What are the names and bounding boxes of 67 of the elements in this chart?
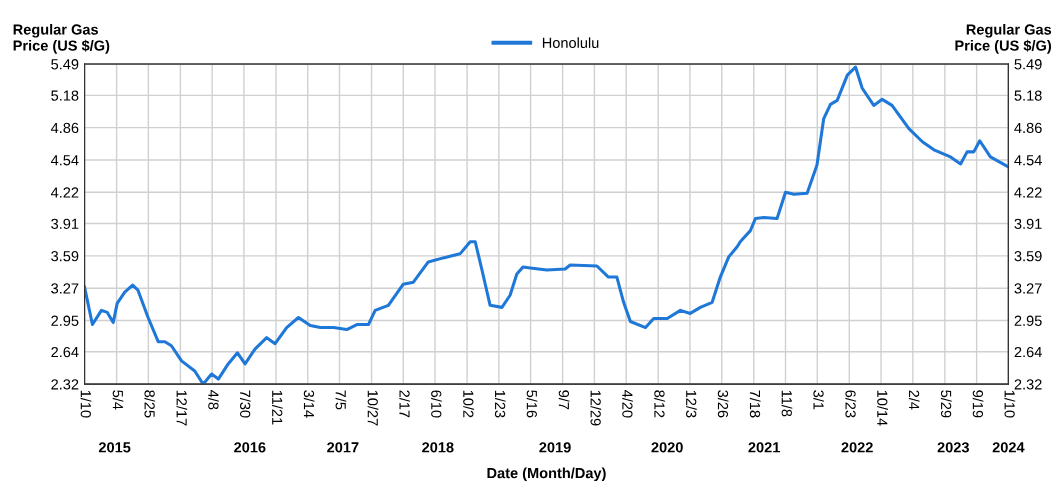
x2-tick-label: 2019 (539, 442, 571, 453)
y2-tick-label: 2.64 (1014, 346, 1042, 358)
x2-tick-label: 2021 (748, 442, 780, 453)
y-tick-label: 4.22 (50, 187, 79, 198)
y2-tick-label: 5.18 (1014, 90, 1042, 101)
y2-tick-label: 4.54 (1014, 155, 1042, 166)
x-tick-label: 12/29 (590, 390, 602, 426)
y2-tick-label: 5.49 (1014, 59, 1042, 70)
y2-tick-label: 2.32 (1014, 379, 1042, 390)
y2-tick-label: 3.91 (1014, 218, 1042, 229)
x-tick-label: 2/17 (399, 390, 411, 418)
x2-tick-label: 2022 (841, 442, 873, 453)
y-tick-label: 5.49 (51, 59, 79, 70)
x-tick-label: 1/10 (1004, 390, 1016, 418)
x-tick-label: 1/10 (80, 390, 92, 418)
y-axis-title: Regular Gas Price (US $/G) (13, 23, 110, 54)
x-tick-label: 3/1 (813, 390, 825, 410)
y2-tick-label: 4.86 (1014, 122, 1042, 134)
x-tick-label: 2/4 (908, 390, 920, 410)
line-series (84, 65, 1009, 385)
x-tick-label: 4/20 (622, 390, 633, 418)
x-tick-label: 5/16 (526, 390, 538, 418)
y2-tick-label: 2.95 (1014, 315, 1042, 326)
x-axis-title: Date (Month/Day) (487, 467, 606, 482)
x-tick-label: 8/25 (144, 390, 156, 418)
x-tick-label: 9/19 (972, 390, 984, 418)
x-tick-label: 7/18 (749, 390, 761, 418)
x-tick-label: 12/17 (176, 390, 188, 426)
x-tick-label: 1/23 (494, 390, 506, 418)
x-tick-label: 10/14 (877, 390, 888, 426)
x2-tick-label: 2018 (422, 442, 454, 453)
x-tick-label: 9/7 (558, 390, 570, 410)
x-tick-label: 12/3 (686, 390, 697, 418)
x-tick-label: 8/12 (654, 390, 665, 418)
x-tick-label: 11/21 (272, 390, 283, 425)
x2-tick-label: 2020 (651, 442, 683, 453)
y-tick-label: 3.27 (51, 283, 79, 294)
x-tick-label: 3/26 (717, 390, 729, 418)
x2-tick-label: 2023 (937, 442, 969, 453)
x-tick-label: 6/10 (431, 390, 442, 418)
x-tick-label: 3/14 (303, 390, 315, 418)
x-tick-label: 7/30 (240, 390, 251, 418)
y-tick-label: 4.54 (50, 155, 79, 166)
y-tick-label: 3.59 (51, 250, 79, 262)
y2-tick-label: 3.27 (1014, 283, 1042, 294)
y2-tick-label: 3.59 (1014, 250, 1042, 262)
y-tick-label: 2.95 (51, 315, 79, 326)
y-tick-label: 5.18 (51, 90, 79, 101)
x-tick-label: 10/27 (367, 390, 379, 426)
x-tick-label: 5/4 (112, 390, 124, 410)
x2-tick-label: 2015 (98, 442, 131, 453)
x2-tick-label: 2017 (327, 442, 359, 453)
x-tick-label: 11/8 (781, 390, 793, 417)
x2-tick-label: 2024 (992, 442, 1025, 453)
x-tick-label: 5/29 (940, 390, 952, 418)
y-tick-label: 3.91 (51, 218, 79, 229)
y-tick-label: 2.32 (51, 379, 79, 390)
legend-label: Honolulu (542, 37, 599, 49)
y-tick-label: 4.86 (50, 122, 79, 134)
x-tick-label: 4/8 (208, 390, 219, 410)
y2-tick-label: 4.22 (1014, 187, 1042, 198)
x2-tick-label: 2016 (234, 442, 266, 453)
y2-axis-title: Regular Gas Price (US $/G) (955, 23, 1052, 54)
y-tick-label: 2.64 (51, 346, 79, 358)
x-tick-label: 6/23 (845, 390, 857, 418)
x-tick-label: 7/5 (335, 390, 347, 410)
x-tick-label: 10/2 (463, 390, 474, 418)
